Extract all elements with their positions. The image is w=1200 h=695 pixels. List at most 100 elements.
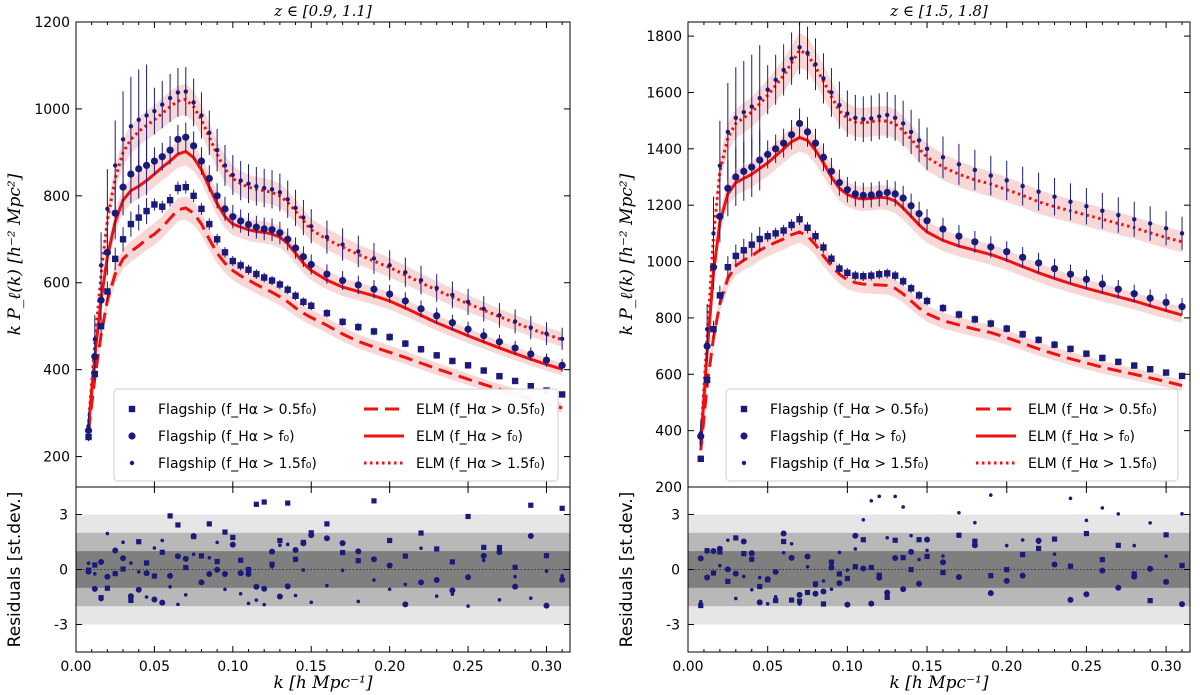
residual-square [230,534,236,541]
data-point-square [229,257,237,265]
residual-axis-label: Residuals [st.dev.] [5,492,25,648]
residual-circle [916,580,923,587]
data-point-square [732,252,740,260]
data-point-square [876,271,883,278]
residual-circle [1067,596,1074,603]
data-point-square [496,372,503,380]
residual-square [988,573,994,579]
data-point-square [1115,358,1122,366]
data-point-circle [851,190,859,198]
residual-square [261,499,267,505]
data-point-circle [772,145,780,153]
data-point-dot [757,95,762,101]
residual-circle [512,583,519,590]
data-point-square [828,255,835,262]
data-point-dot [207,130,212,136]
residual-dot [917,557,921,562]
residual-circle [206,571,213,578]
legend-label: Flagship (f_Hα > f₀) [770,429,907,445]
data-point-square [703,376,711,384]
data-point-dot [845,111,850,116]
data-point-square [449,357,456,365]
residual-square [757,583,763,590]
residual-circle [496,549,503,556]
residual-dot [757,575,762,580]
data-point-square [1019,331,1026,338]
residual-square [434,546,440,552]
data-point-dot [559,336,565,342]
residual-square [892,537,898,543]
data-point-dot [544,331,549,336]
data-point-circle [252,223,260,231]
residual-circle [221,570,228,577]
data-point-circle [883,188,891,197]
data-point-dot [113,163,118,168]
data-point-square [174,184,182,192]
residual-dot [869,498,874,503]
residual-square [167,513,173,519]
data-point-circle [756,156,764,164]
data-point-dot [98,263,104,268]
data-point-square [923,297,931,305]
data-point-circle [891,190,899,198]
residual-square [512,564,518,570]
data-point-dot [1068,199,1073,204]
data-point-dot [246,181,251,186]
model-line-solid [699,135,1183,445]
residual-dot [797,602,802,606]
data-point-circle [787,131,796,139]
data-point-dot [861,117,866,122]
residual-dot [560,573,564,578]
residual-circle [339,540,346,547]
residual-dot [925,548,929,553]
data-point-circle [923,217,931,225]
model-band-3 [88,83,563,427]
residual-dot [144,595,149,599]
legend-label: ELM (f_Hα > 0.5f₀) [416,402,545,418]
residual-square [1036,545,1042,552]
data-point-circle [1162,298,1170,307]
y-tick-label: 1000 [34,102,70,118]
data-point-dot [1116,212,1121,218]
residual-dot [325,583,329,588]
residual-dot [1036,540,1041,545]
data-point-square [939,304,947,312]
data-point-dot [128,124,134,129]
residual-square [972,538,978,544]
residual-dot [270,564,274,569]
residual-circle [480,552,487,559]
residual-square [355,558,361,564]
residual-dot [434,594,439,598]
residual-circle [1003,577,1010,584]
data-point-square [213,236,221,243]
data-point-dot [418,277,424,283]
data-point-dot [293,205,298,211]
data-point-dot [885,112,890,118]
x-axis-label: k [h Mpc⁻¹] [274,673,373,693]
data-point-square [1146,366,1154,373]
data-point-circle [716,212,724,221]
data-point-square [268,277,276,284]
data-point-circle [1178,303,1186,311]
data-point-circle [97,296,105,304]
y-tick-label: 400 [43,363,70,379]
data-point-dot [813,62,818,67]
residual-square [1099,556,1105,563]
residual-dot [813,583,818,588]
data-point-dot [1147,221,1153,226]
residual-circle [527,533,534,540]
model-line-dotted [87,97,563,422]
data-point-square [417,346,425,353]
residual-dot [821,579,826,583]
residual-square [1163,532,1169,538]
residual-square [92,562,98,568]
residual-square [717,549,723,555]
residual-dot [466,604,470,608]
data-point-square [143,207,150,215]
residual-circle [924,536,931,543]
data-point-square [899,278,907,285]
data-point-square [198,205,205,213]
residual-circle [465,574,472,581]
residual-square [812,581,819,587]
residual-dot [853,547,858,551]
